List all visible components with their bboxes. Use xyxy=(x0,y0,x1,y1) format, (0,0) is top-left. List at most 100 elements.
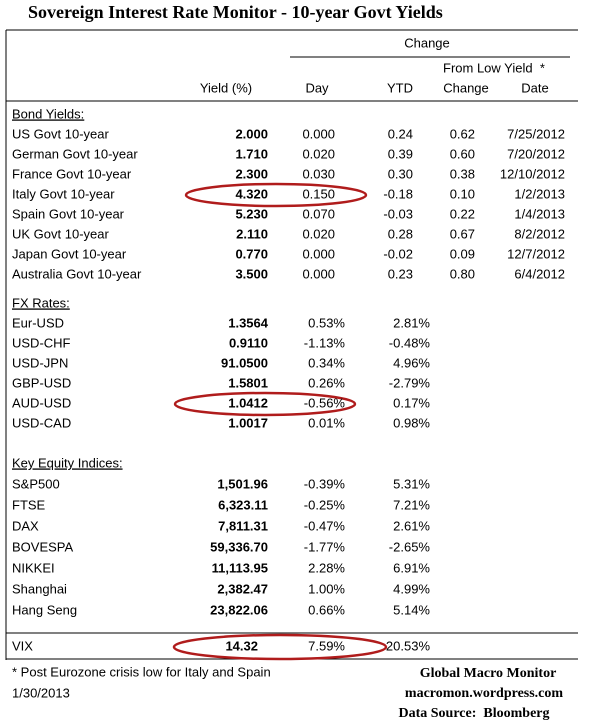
cell: 0.09 xyxy=(450,246,475,261)
section-title: Bond Yields: xyxy=(12,106,84,121)
header-from-low: From Low Yield * xyxy=(443,60,545,75)
yield-cell: 2.110 xyxy=(236,226,268,241)
row-label: US Govt 10-year xyxy=(12,126,109,141)
cell: 0.28 xyxy=(388,226,413,241)
row-label: USD-CHF xyxy=(12,335,71,350)
cell: -1.13% xyxy=(304,335,346,350)
highlight xyxy=(173,391,357,417)
header-date: Date xyxy=(521,80,548,95)
section-title: Key Equity Indices: xyxy=(12,455,123,470)
cell: -2.65% xyxy=(389,539,431,554)
row-label: AUD-USD xyxy=(12,395,71,410)
yield-cell: 3.500 xyxy=(235,266,268,281)
cell: 0.39 xyxy=(388,146,413,161)
row-label: Japan Govt 10-year xyxy=(12,246,127,261)
row-label: France Govt 10-year xyxy=(12,166,132,181)
cell: 0.66% xyxy=(308,602,345,617)
cell: 6.91% xyxy=(393,560,430,575)
highlight xyxy=(184,182,368,208)
yield-cell: 7,811.31 xyxy=(218,518,268,533)
cell: 7/25/2012 xyxy=(507,126,565,141)
cell: -0.47% xyxy=(304,518,346,533)
yield-cell: 2.000 xyxy=(235,126,268,141)
header-low-change: Change xyxy=(443,80,489,95)
yield-cell: 23,822.06 xyxy=(210,602,268,617)
cell: 0.26% xyxy=(308,375,345,390)
cell: 0.000 xyxy=(302,126,335,141)
section-title: FX Rates: xyxy=(12,295,70,310)
cell: 0.070 xyxy=(302,206,335,221)
cell: 5.31% xyxy=(393,476,430,491)
yield-cell: 14.32 xyxy=(225,638,258,653)
source-line: macromon.wordpress.com xyxy=(405,686,563,701)
cell: 7.59% xyxy=(308,638,345,653)
cell: 0.01% xyxy=(308,415,345,430)
row-label: Australia Govt 10-year xyxy=(12,266,142,281)
row-label: VIX xyxy=(12,638,33,653)
row-label: BOVESPA xyxy=(12,539,74,554)
cell: 0.30 xyxy=(388,166,413,181)
cell: -0.39% xyxy=(304,476,346,491)
row-label: USD-JPN xyxy=(12,355,68,370)
cell: 5.14% xyxy=(393,602,430,617)
cell: 1/4/2013 xyxy=(514,206,565,221)
row-label: S&P500 xyxy=(12,476,60,491)
cell: 12/10/2012 xyxy=(500,166,565,181)
source-line: Data Source: Bloomberg xyxy=(399,706,550,721)
cell: 0.38 xyxy=(450,166,475,181)
yield-cell: 0.9110 xyxy=(229,335,268,350)
cell: 7/20/2012 xyxy=(507,146,565,161)
row-label: German Govt 10-year xyxy=(12,146,138,161)
row-label: FTSE xyxy=(12,497,46,512)
cell: 0.10 xyxy=(450,186,475,201)
yield-cell: 91.0500 xyxy=(221,355,268,370)
yield-cell: 11,113.95 xyxy=(212,560,268,575)
title: Sovereign Interest Rate Monitor - 10-yea… xyxy=(28,2,443,22)
yield-cell: 2,382.47 xyxy=(217,581,268,596)
yield-cell: 1.5801 xyxy=(228,375,268,390)
cell: 2.61% xyxy=(393,518,430,533)
cell: 2.28% xyxy=(308,560,345,575)
cell: 0.24 xyxy=(388,126,413,141)
cell: 0.000 xyxy=(302,266,335,281)
cell: 8/2/2012 xyxy=(514,226,565,241)
cell: 6/4/2012 xyxy=(514,266,565,281)
row-label: DAX xyxy=(12,518,39,533)
header-yield: Yield (%) xyxy=(200,80,252,95)
cell: 20.53% xyxy=(386,638,431,653)
cell: 0.000 xyxy=(302,246,335,261)
cell: 4.96% xyxy=(393,355,430,370)
yield-cell: 1.3564 xyxy=(228,315,269,330)
row-label: USD-CAD xyxy=(12,415,71,430)
cell: 0.150 xyxy=(302,186,335,201)
cell: 0.23 xyxy=(388,266,413,281)
cell: -0.56% xyxy=(304,395,346,410)
cell: 0.53% xyxy=(308,315,345,330)
yield-cell: 1.0412 xyxy=(228,395,268,410)
highlight xyxy=(172,633,388,661)
header-ytd: YTD xyxy=(387,80,413,95)
row-label: Shanghai xyxy=(12,581,67,596)
yield-cell: 2.300 xyxy=(235,166,268,181)
source-line: Global Macro Monitor xyxy=(420,666,557,681)
footnote: * Post Eurozone crisis low for Italy and… xyxy=(12,664,271,679)
yield-cell: 6,323.11 xyxy=(218,497,268,512)
date: 1/30/2013 xyxy=(12,685,70,700)
cell: 0.98% xyxy=(393,415,430,430)
cell: -0.48% xyxy=(389,335,431,350)
cell: -0.02 xyxy=(383,246,413,261)
cell: 0.60 xyxy=(450,146,475,161)
yield-cell: 1.710 xyxy=(235,146,268,161)
cell: -2.79% xyxy=(389,375,431,390)
yield-cell: 1,501.96 xyxy=(217,476,268,491)
row-label: GBP-USD xyxy=(12,375,71,390)
cell: 2.81% xyxy=(393,315,430,330)
cell: 0.34% xyxy=(308,355,345,370)
row-label: Spain Govt 10-year xyxy=(12,206,125,221)
row-label: UK Govt 10-year xyxy=(12,226,109,241)
yield-cell: 1.0017 xyxy=(228,415,268,430)
cell: 0.17% xyxy=(393,395,430,410)
cell: 0.020 xyxy=(302,146,335,161)
yield-cell: 5.230 xyxy=(235,206,268,221)
